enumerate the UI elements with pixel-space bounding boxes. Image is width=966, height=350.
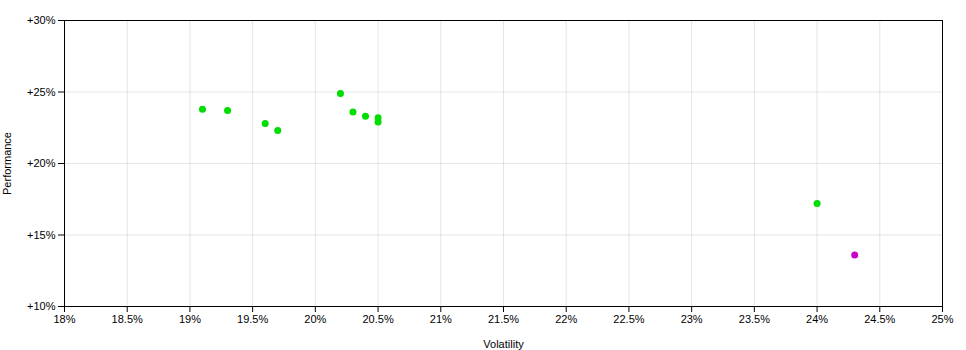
svg-text:22.5%: 22.5% xyxy=(613,313,644,325)
svg-text:18%: 18% xyxy=(53,313,75,325)
svg-text:Performance: Performance xyxy=(1,132,13,195)
svg-text:24.5%: 24.5% xyxy=(864,313,895,325)
svg-text:Volatility: Volatility xyxy=(483,338,524,350)
svg-text:+15%: +15% xyxy=(27,229,56,241)
svg-text:21.5%: 21.5% xyxy=(488,313,519,325)
svg-text:18.5%: 18.5% xyxy=(112,313,143,325)
svg-text:24%: 24% xyxy=(806,313,828,325)
svg-text:25%: 25% xyxy=(931,313,953,325)
svg-text:+30%: +30% xyxy=(27,14,56,26)
svg-text:23%: 23% xyxy=(681,313,703,325)
svg-text:23.5%: 23.5% xyxy=(739,313,770,325)
svg-text:+20%: +20% xyxy=(27,157,56,169)
svg-text:21%: 21% xyxy=(430,313,452,325)
svg-text:+25%: +25% xyxy=(27,86,56,98)
svg-text:20.5%: 20.5% xyxy=(362,313,393,325)
svg-text:+10%: +10% xyxy=(27,300,56,312)
svg-text:19.5%: 19.5% xyxy=(237,313,268,325)
svg-text:22%: 22% xyxy=(555,313,577,325)
svg-text:20%: 20% xyxy=(304,313,326,325)
svg-text:19%: 19% xyxy=(179,313,201,325)
